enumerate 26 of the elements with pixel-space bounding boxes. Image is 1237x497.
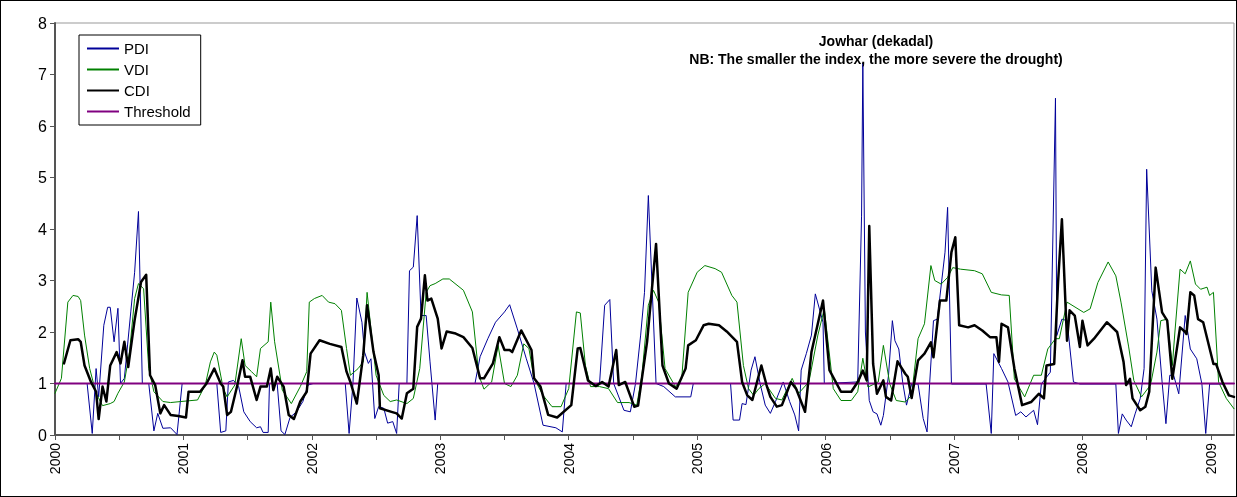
x-tick-label: 2002 <box>303 442 320 475</box>
legend-label: Threshold <box>124 103 191 120</box>
y-tick-label: 8 <box>38 14 48 32</box>
y-tick-label: 3 <box>38 272 48 289</box>
y-tick-label: 4 <box>38 220 48 238</box>
x-tick-label: 2004 <box>560 442 577 475</box>
legend-label: PDI <box>124 40 150 57</box>
x-tick-label: 2009 <box>1202 442 1219 475</box>
legend-label: CDI <box>124 82 150 99</box>
y-tick-label: 1 <box>38 375 48 392</box>
x-tick-label: 2003 <box>432 442 449 475</box>
y-tick-label: 0 <box>38 426 48 444</box>
x-tick-label: 2001 <box>175 442 192 475</box>
y-tick-label: 7 <box>38 66 48 83</box>
text: Jowhar (dekadal) <box>818 33 934 49</box>
x-tick-label: 2005 <box>689 442 706 475</box>
legend-label: VDI <box>124 61 150 78</box>
x-tick-label: 2006 <box>817 442 834 475</box>
y-tick-label: 2 <box>38 323 48 341</box>
x-tick-label: 2000 <box>47 442 63 475</box>
x-tick-label: 2007 <box>946 442 963 475</box>
line-series <box>54 260 1235 410</box>
y-tick-label: 6 <box>38 117 48 135</box>
y-tick-label: 5 <box>38 169 48 186</box>
text: NB: The smaller the index, the more severe the drought) <box>689 51 1063 67</box>
x-tick-label: 2008 <box>1074 442 1091 475</box>
